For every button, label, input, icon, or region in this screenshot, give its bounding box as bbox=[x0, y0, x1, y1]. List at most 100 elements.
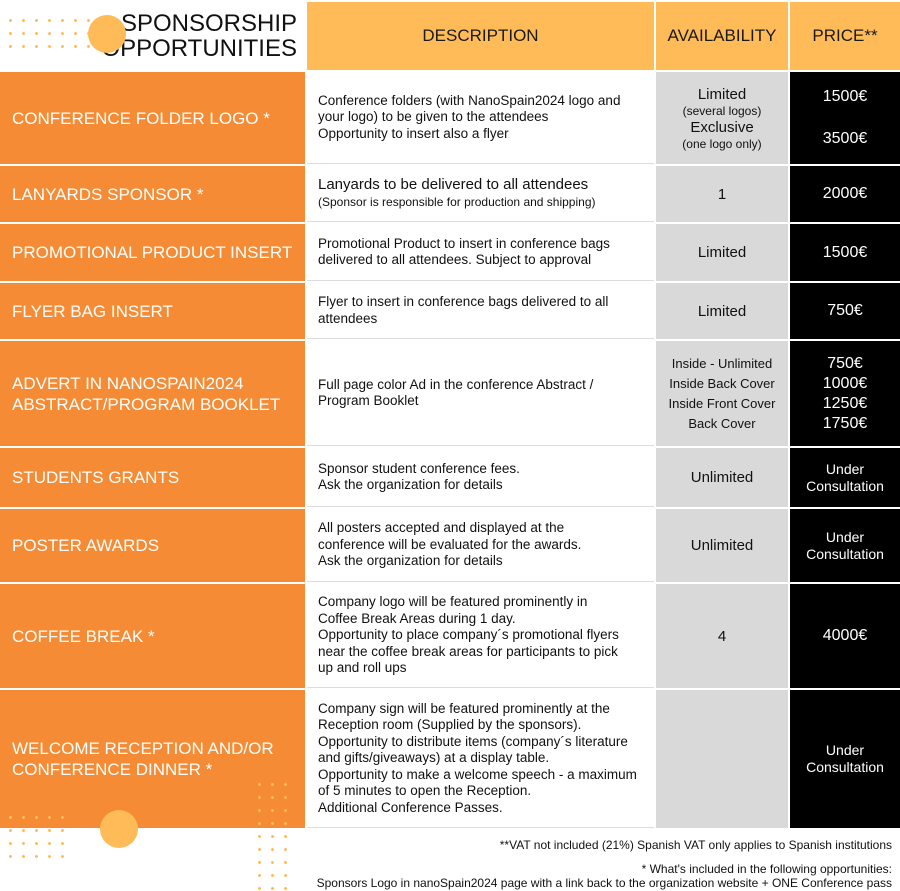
row-availability-text: Limited bbox=[698, 243, 746, 262]
row-price-line: 1750€ bbox=[822, 414, 868, 432]
row-description-line: Sponsor student conference fees. bbox=[318, 460, 520, 476]
row-availability: Limited (several logos) Exclusive (one logo… bbox=[656, 72, 788, 164]
row-name: FLYER BAG INSERT bbox=[0, 283, 305, 339]
row-name-text: WELCOME RECEPTION AND/OR CONFERENCE DINN… bbox=[12, 739, 274, 779]
sponsorship-table: SPONSORSHIP OPPORTUNITIES DESCRIPTION AV… bbox=[0, 2, 900, 828]
row-description-line: and gifts/giveaways) at a display table. bbox=[318, 750, 550, 766]
row-name: LANYARDS SPONSOR * bbox=[0, 166, 305, 222]
row-price: 750€ 1000€ 1250€ 1750€ bbox=[790, 341, 900, 446]
row-price-text: 1500€ 3500€ bbox=[823, 87, 868, 149]
row-name-text: STUDENTS GRANTS bbox=[12, 468, 180, 487]
row-price-line: Consultation bbox=[806, 477, 884, 494]
row-price: 1500€ bbox=[790, 224, 900, 281]
row-availability-text: Unlimited bbox=[691, 536, 754, 555]
row-description-text: All posters accepted and displayed at th… bbox=[318, 520, 581, 570]
row-price-line: 750€ bbox=[827, 302, 863, 319]
row-description: Flyer to insert in conference bags deliv… bbox=[307, 283, 654, 339]
row-price: Under Consultation bbox=[790, 690, 900, 828]
row-availability-line: Back Cover bbox=[688, 415, 756, 431]
row-description-line: Company sign will be featured prominentl… bbox=[318, 700, 610, 716]
row-description-line: Company logo will be featured prominentl… bbox=[318, 594, 588, 610]
decorative-circle bbox=[100, 810, 138, 848]
row-price: 2000€ bbox=[790, 166, 900, 222]
row-price-text: 2000€ bbox=[823, 184, 868, 204]
row-description-line: conference will be evaluated for the awa… bbox=[318, 536, 582, 552]
vat-note: **VAT not included (21%) Spanish VAT onl… bbox=[499, 838, 892, 852]
row-availability-line: (several logos) bbox=[682, 104, 762, 118]
row-name-text: ADVERT IN NANOSPAIN2024 ABSTRACT/PROGRAM… bbox=[12, 373, 281, 414]
row-price-text: 750€ 1000€ 1250€ 1750€ bbox=[823, 354, 868, 434]
row-availability: Inside - Unlimited Inside Back Cover Insid… bbox=[656, 341, 788, 446]
row-description-line: of 5 minutes to open the Reception. bbox=[318, 783, 532, 799]
row-name-text: LANYARDS SPONSOR * bbox=[12, 184, 204, 204]
row-description-line: All posters accepted and displayed at th… bbox=[318, 520, 565, 536]
row-name-text: COFFEE BREAK * bbox=[12, 626, 155, 646]
row-availability-text: 4 bbox=[718, 627, 726, 646]
row-availability-line: Limited bbox=[697, 244, 747, 261]
row-price-text: 750€ bbox=[827, 301, 863, 321]
row-description-line: up and roll ups bbox=[318, 660, 407, 676]
row-name-text: FLYER BAG INSERT bbox=[12, 301, 173, 321]
row-description: Sponsor student conference fees. Ask the … bbox=[307, 448, 654, 507]
row-availability-text: Limited (several logos) Exclusive (one logo… bbox=[682, 85, 761, 151]
row-price-text: 4000€ bbox=[823, 626, 868, 646]
row-description-line: Promotional Product to insert in confere… bbox=[318, 235, 610, 251]
row-description-line: Reception room (Supplied by the sponsors… bbox=[318, 717, 582, 733]
row-name: STUDENTS GRANTS bbox=[0, 448, 305, 507]
row-name: COFFEE BREAK * bbox=[0, 584, 305, 688]
row-description-line: Additional Conference Passes. bbox=[318, 799, 503, 815]
row-name: POSTER AWARDS bbox=[0, 509, 305, 582]
row-availability-line: Inside Front Cover bbox=[668, 395, 776, 411]
row-description: Promotional Product to insert in confere… bbox=[307, 224, 654, 281]
row-availability: Unlimited bbox=[656, 448, 788, 507]
row-description-line: (Sponsor is responsible for production a… bbox=[318, 194, 596, 209]
row-description-line: near the coffee break areas for particip… bbox=[318, 643, 618, 659]
row-name: ADVERT IN NANOSPAIN2024 ABSTRACT/PROGRAM… bbox=[0, 341, 305, 446]
page-title: SPONSORSHIP OPPORTUNITIES bbox=[101, 11, 297, 61]
row-availability-line: Limited bbox=[697, 302, 747, 320]
row-description: Full page color Ad in the conference Abs… bbox=[307, 341, 654, 446]
title-line: SPONSORSHIP bbox=[120, 10, 297, 37]
row-price-text: Under Consultation bbox=[806, 461, 884, 495]
row-price: 1500€ 3500€ bbox=[790, 72, 900, 164]
row-availability-line: Limited bbox=[697, 86, 747, 103]
row-description-line: Opportunity to distribute items (company… bbox=[318, 733, 628, 749]
row-description-line: attendees bbox=[318, 310, 378, 326]
row-name-text: POSTER AWARDS bbox=[12, 536, 160, 555]
row-price: Under Consultation bbox=[790, 509, 900, 582]
row-availability-text: 1 bbox=[718, 185, 726, 204]
row-availability: Limited bbox=[656, 283, 788, 339]
header-availability: AVAILABILITY bbox=[656, 2, 788, 70]
row-description-text: Flyer to insert in conference bags deliv… bbox=[318, 294, 608, 327]
included-note-title: * What's included in the following oppor… bbox=[641, 862, 892, 876]
row-availability: Limited bbox=[656, 224, 788, 281]
row-description-line: Lanyards to be delivered to all attendee… bbox=[318, 176, 589, 193]
row-price-line: 1000€ bbox=[822, 374, 868, 392]
row-price-text: 1500€ bbox=[823, 243, 868, 263]
row-description-line: Opportunity to insert also a flyer bbox=[318, 125, 509, 141]
row-name: PROMOTIONAL PRODUCT INSERT bbox=[0, 224, 305, 281]
included-note-text: Sponsors Logo in nanoSpain2024 page with… bbox=[316, 876, 892, 890]
row-price: 750€ bbox=[790, 283, 900, 339]
row-price-line: Under bbox=[825, 460, 865, 477]
row-price-line: 4000€ bbox=[822, 627, 868, 644]
row-availability-line: 4 bbox=[717, 627, 727, 645]
row-price-text: Under Consultation bbox=[806, 742, 884, 776]
row-availability-line: Unlimited bbox=[690, 469, 754, 486]
row-description-line: Ask the organization for details bbox=[318, 553, 503, 569]
row-description-line: Coffee Break Areas during 1 day. bbox=[318, 610, 516, 626]
row-price-line: 1500€ bbox=[822, 243, 868, 261]
header-price: PRICE** bbox=[790, 2, 900, 70]
row-description-line: Program Booklet bbox=[318, 393, 419, 408]
row-description: Company sign will be featured prominentl… bbox=[307, 690, 654, 828]
row-description-text: Company sign will be featured prominentl… bbox=[318, 701, 637, 817]
row-price-line: Consultation bbox=[806, 759, 884, 775]
row-description-line: Opportunity to make a welcome speech - a… bbox=[318, 766, 637, 782]
row-description-line: Ask the organization for details bbox=[318, 477, 503, 492]
row-name-text: PROMOTIONAL PRODUCT INSERT bbox=[12, 243, 293, 262]
title-cell: SPONSORSHIP OPPORTUNITIES bbox=[0, 2, 305, 70]
row-description-line: Opportunity to place company´s promotion… bbox=[318, 627, 619, 643]
row-availability: Unlimited bbox=[656, 509, 788, 582]
row-name-text: CONFERENCE FOLDER LOGO * bbox=[12, 108, 270, 128]
row-name: CONFERENCE FOLDER LOGO * bbox=[0, 72, 305, 164]
